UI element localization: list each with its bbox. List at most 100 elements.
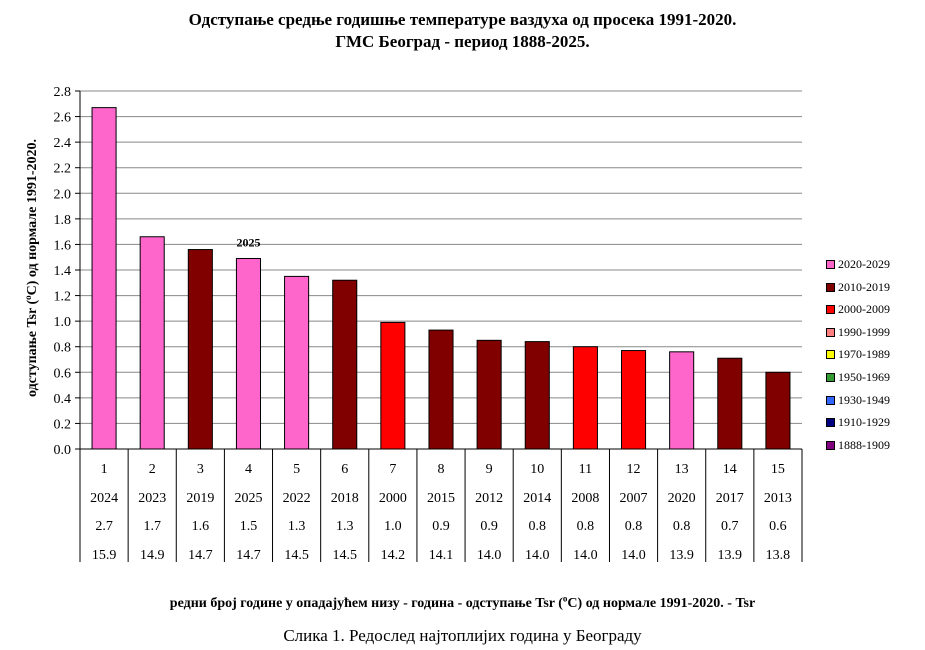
y-tick-label: 1.8 xyxy=(54,213,72,228)
rank-label: 14 xyxy=(723,462,737,477)
rank-label: 11 xyxy=(579,462,592,477)
value-label: 2.7 xyxy=(95,519,113,534)
rank-label: 6 xyxy=(341,462,348,477)
y-tick-label: 1.2 xyxy=(54,290,72,305)
bar xyxy=(765,371,791,450)
legend-swatch xyxy=(826,282,835,292)
bar xyxy=(428,329,454,450)
year-label: 2019 xyxy=(186,491,214,506)
bar xyxy=(380,321,406,450)
year-label: 2013 xyxy=(764,491,792,506)
y-tick-label: 0.6 xyxy=(54,366,72,381)
rank-label: 8 xyxy=(438,462,445,477)
y-axis-label: одступање Tsr (oC) од нормале 1991-2020. xyxy=(23,139,40,397)
y-axis-label-pre: одступање Tsr ( xyxy=(25,300,40,397)
y-tick-label: 0.0 xyxy=(54,443,72,458)
x-axis-label-post: C) од нормале 1991-2020. - Tsr xyxy=(567,596,756,611)
year-label: 2025 xyxy=(234,491,262,506)
legend-swatch xyxy=(826,372,835,382)
legend-label: 1910-1929 xyxy=(838,415,890,430)
bar xyxy=(621,350,647,450)
chart-subtitle: ГМС Београд - период 1888-2025. xyxy=(335,32,590,51)
value-label: 1.7 xyxy=(143,519,161,534)
tsr-label: 14.0 xyxy=(477,548,502,563)
tsr-label: 14.1 xyxy=(429,548,454,563)
value-label: 0.8 xyxy=(625,519,643,534)
value-label: 0.6 xyxy=(769,519,787,534)
legend-label: 2010-2019 xyxy=(838,279,890,294)
legend-swatch xyxy=(826,418,835,428)
legend-swatch xyxy=(826,260,835,269)
x-axis-label: редни број године у опадајућем низу - го… xyxy=(0,594,925,612)
value-label: 0.8 xyxy=(529,519,547,534)
y-tick-label: 2.6 xyxy=(54,111,72,126)
y-tick-label: 2.8 xyxy=(54,85,72,100)
year-label: 2017 xyxy=(716,491,744,506)
tsr-label: 14.5 xyxy=(332,548,357,563)
tsr-label: 14.7 xyxy=(236,548,261,563)
year-label: 2020 xyxy=(668,491,696,506)
value-label: 0.7 xyxy=(721,519,739,534)
bar xyxy=(91,107,117,450)
y-axis-label-post: C) од нормале 1991-2020. xyxy=(25,139,40,295)
tsr-label: 14.0 xyxy=(525,548,550,563)
bar xyxy=(572,346,598,450)
year-label: 2014 xyxy=(523,491,551,506)
year-label: 2007 xyxy=(620,491,648,506)
tsr-label: 14.0 xyxy=(573,548,598,563)
rank-label: 2 xyxy=(149,462,156,477)
x-axis-label-pre: редни број године у опадајућем низу - го… xyxy=(169,596,563,611)
bar-annotation: 2025 xyxy=(236,235,260,249)
rank-label: 15 xyxy=(771,462,785,477)
bar xyxy=(187,249,213,450)
bar xyxy=(669,351,695,450)
year-label: 2000 xyxy=(379,491,407,506)
y-tick-label: 2.2 xyxy=(54,162,72,177)
tsr-label: 13.9 xyxy=(669,548,694,563)
value-label: 1.3 xyxy=(288,519,306,534)
tsr-label: 13.9 xyxy=(718,548,743,563)
legend-label: 1990-1999 xyxy=(838,324,890,339)
rank-label: 3 xyxy=(197,462,204,477)
bar xyxy=(235,257,261,450)
value-label: 0.9 xyxy=(432,519,450,534)
year-label: 2012 xyxy=(475,491,503,506)
value-label: 1.3 xyxy=(336,519,354,534)
legend-label: 1930-1949 xyxy=(838,392,890,407)
rank-label: 5 xyxy=(293,462,300,477)
legend-label: 2000-2009 xyxy=(838,302,890,317)
y-tick-label: 0.2 xyxy=(54,417,72,432)
y-tick-label: 1.4 xyxy=(54,264,72,279)
figure-caption: Слика 1. Редослед најтоплијих година у Б… xyxy=(283,626,642,645)
y-tick-label: 2.4 xyxy=(54,136,72,151)
year-label: 2018 xyxy=(331,491,359,506)
legend-label: 1888-1909 xyxy=(838,437,890,452)
legend-label: 2020-2029 xyxy=(838,257,890,271)
rank-label: 9 xyxy=(486,462,493,477)
rank-label: 7 xyxy=(389,462,396,477)
value-label: 1.0 xyxy=(384,519,402,534)
rank-label: 10 xyxy=(530,462,544,477)
year-label: 2024 xyxy=(90,491,118,506)
tsr-label: 14.7 xyxy=(188,548,213,563)
bar xyxy=(524,341,550,450)
year-label: 2008 xyxy=(571,491,599,506)
rank-label: 12 xyxy=(627,462,641,477)
tsr-label: 14.5 xyxy=(284,548,309,563)
year-label: 2015 xyxy=(427,491,455,506)
bar xyxy=(139,236,165,450)
value-label: 0.8 xyxy=(673,519,691,534)
tsr-label: 14.0 xyxy=(621,548,646,563)
bar xyxy=(717,357,743,450)
legend-swatch xyxy=(826,305,835,315)
chart-title: Одступање средње годишње температуре ваз… xyxy=(188,10,737,29)
legend-swatch xyxy=(826,395,835,405)
legend-swatch xyxy=(826,327,835,337)
legend-swatch xyxy=(826,440,835,450)
y-tick-label: 0.4 xyxy=(54,392,72,407)
value-label: 0.8 xyxy=(577,519,595,534)
rank-label: 1 xyxy=(101,462,108,477)
rank-label: 13 xyxy=(675,462,689,477)
year-label: 2023 xyxy=(138,491,166,506)
